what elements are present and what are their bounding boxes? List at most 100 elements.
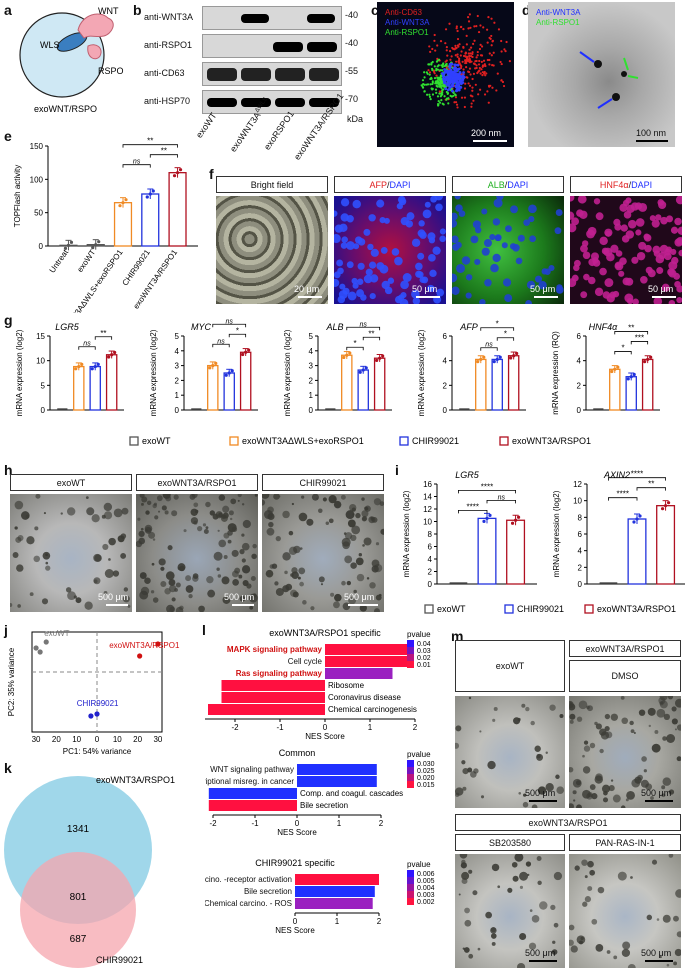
rspo1-dot [436,85,439,88]
y-axis-label: mRNA expression (log2) [552,490,561,577]
rspo1-dot [439,78,442,81]
nucleus [492,218,501,226]
cd63-dot [483,70,486,74]
nucleus [580,291,588,299]
organoid [469,771,477,778]
nucleus [436,288,445,297]
nucleus [638,241,647,250]
organoid [472,890,478,896]
significance-label: ns [83,341,91,348]
organoid [20,511,30,520]
cd63-dot [477,63,481,66]
organoid [536,856,542,861]
y-tick-label: 150 [30,142,44,151]
nucleus [456,263,466,273]
organoid [41,598,49,605]
organoid [45,565,51,571]
cd63-dot [486,58,489,62]
nucleus [424,201,431,208]
x-axis-label: NES Score [275,926,315,935]
organoid [222,595,231,604]
nucleus [421,276,429,284]
organoid [549,704,556,711]
nucleus [501,242,508,249]
significance-label: *** [635,333,644,342]
data-point [93,364,97,369]
scale-bar [298,296,322,298]
cd63-dot [464,51,467,54]
significance-label: ns [226,318,234,325]
rspo1-dot [449,94,452,97]
organoid [662,736,667,741]
nes-bar [221,680,325,691]
organoid [206,575,214,584]
rspo-label: RSPO [98,66,124,76]
significance-label: ns [217,338,225,345]
panel-h-header: exoWT [10,474,132,491]
organoid [238,574,243,579]
organoid [601,784,611,793]
cd63-dot [501,80,505,84]
organoid [167,545,173,551]
cd63-dot [449,58,452,61]
blot-strip-wnt3a [202,6,342,30]
significance-bracket [122,164,151,168]
organoid [523,793,527,797]
scale-bar [534,296,558,298]
organoid [227,523,237,532]
significance-bracket [614,351,632,355]
cd63-dot [476,14,479,18]
pathway-label: Chemical carcino. - ROS [205,899,292,908]
x-tick-label: 20 [133,735,142,744]
y-tick-label: 8 [578,513,583,522]
organoid [455,742,460,749]
scale-bar [529,800,557,802]
chart-title: Common [279,748,316,758]
panel-k-venn: exoWNT3A/RSPO1 CHIR99021 1341 801 687 [4,775,175,968]
wnt3a-dot [444,75,448,79]
wnt3a-dot [448,65,452,69]
organoid-image-chir99021: 500 μm [262,494,384,612]
cd63-dot [487,101,490,104]
cd63-dot [484,64,487,68]
panel-label-a: a [4,2,12,18]
bar [168,172,187,247]
y-tick-label: 0 [175,406,180,415]
nes-bar [295,874,379,885]
data-point [244,350,248,354]
scale-label: 20 μm [294,284,320,294]
nucleus [671,256,679,265]
organoid-image-exowt [10,494,132,612]
cd63-dot [456,106,459,109]
scale-bar [636,140,668,142]
bar [609,368,621,411]
nucleus [638,202,648,212]
panel-i-legend: exoWT CHIR99021 exoWNT3A/RSPO1 [424,604,676,614]
panel-label-c: c [371,2,379,18]
nucleus [399,298,409,304]
kda-marker: -40 [345,10,359,20]
nucleus [556,284,563,291]
organoid [519,885,524,889]
x-tick-label: 0 [295,819,300,828]
data-point [375,358,379,363]
nucleus [635,218,645,227]
organoid [631,778,641,788]
wnt3a-dot [446,72,450,76]
nucleus [347,291,357,301]
x-tick-label: 2 [413,723,418,732]
significance-bracket [346,346,364,351]
scale-bar [529,960,557,962]
organoid [265,569,274,578]
organoid [179,605,184,611]
organoid [461,760,466,765]
organoid [218,539,227,548]
data-point [74,367,78,371]
organoid [613,955,618,960]
significance-label: ** [628,323,634,332]
organoid [273,494,280,500]
bar [207,364,219,411]
rspo1-dot [440,99,443,102]
organoid [60,512,63,515]
y-tick-label: 3 [175,362,180,371]
